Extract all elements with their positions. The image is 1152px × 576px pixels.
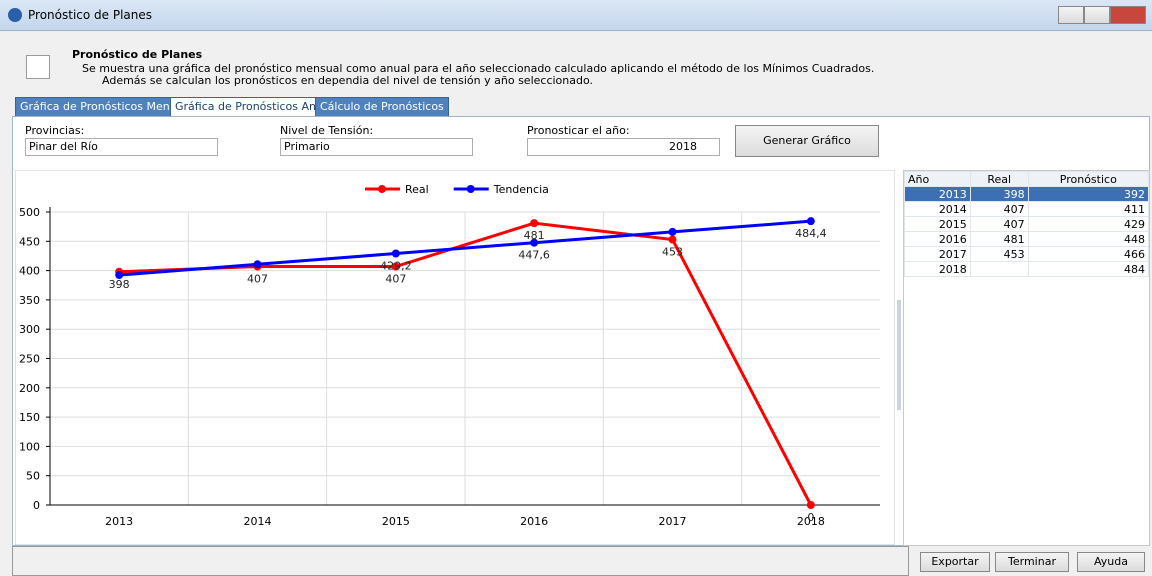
maximize[interactable]	[1084, 6, 1110, 24]
y-tick-label: 300	[19, 323, 40, 336]
x-tick-label: 2016	[520, 515, 548, 528]
cell: 392	[1027, 186, 1150, 202]
export-button[interactable]: Exportar	[920, 552, 990, 572]
help-button[interactable]: Ayuda	[1077, 552, 1145, 572]
y-tick-label: 400	[19, 265, 40, 278]
point	[530, 238, 539, 247]
cell: 481	[969, 231, 1029, 247]
legend-marker	[378, 185, 386, 193]
table-row[interactable]: 2017 453 466	[904, 246, 1150, 262]
tab[interactable]: Cálculo de Pronósticos	[315, 97, 449, 117]
tab[interactable]: Gráfica de Pronósticos Anual	[170, 97, 338, 118]
status-bar	[12, 546, 909, 576]
series-line	[119, 219, 811, 277]
close[interactable]	[1110, 6, 1146, 24]
point	[668, 227, 677, 236]
filter-label: Provincias:	[25, 124, 85, 137]
legend-label: Tendencia	[493, 183, 549, 196]
point	[391, 249, 400, 258]
y-tick-label: 100	[19, 440, 40, 453]
combo[interactable]: Pinar del Río	[25, 138, 218, 156]
chart: 0 50 100 150 200 250 300 350 400 450 500 2013 2014 20…	[15, 170, 895, 545]
data-label: 407	[247, 272, 268, 285]
cell: 2013	[904, 186, 971, 202]
cell: 2017	[904, 246, 971, 262]
cell: 466	[1027, 246, 1150, 262]
cell: 398	[969, 186, 1029, 202]
data-table: Año Real Pronóstico 2013 398 392 2014 407 411 201…	[904, 171, 1150, 277]
x-tick-label: 2014	[244, 515, 272, 528]
cell: 2014	[904, 201, 971, 217]
point	[115, 271, 124, 280]
y-tick-label: 50	[26, 470, 40, 483]
column-header: Real	[969, 171, 1029, 187]
exit-button[interactable]: Terminar	[995, 552, 1069, 572]
data-label: 484,4	[795, 227, 827, 240]
cell: 453	[969, 246, 1029, 262]
y-tick-label: 150	[19, 411, 40, 424]
column-header: Año	[904, 171, 971, 187]
y-tick-label: 500	[19, 206, 40, 219]
legend-label: Real	[405, 183, 429, 196]
cell: 484	[1027, 261, 1150, 277]
column-header: Pronóstico	[1027, 171, 1150, 187]
table-row[interactable]: 2014 407 411	[904, 201, 1150, 217]
cell: 407	[969, 216, 1029, 232]
title-bar: Pronóstico de Planes	[0, 0, 1152, 31]
point	[806, 217, 815, 226]
filter-label: Pronosticar el año:	[527, 124, 630, 137]
header-row: Año Real Pronóstico	[904, 171, 1150, 187]
table-row[interactable]: 2016 481 448	[904, 231, 1150, 247]
cell: 407	[969, 201, 1029, 217]
header-line: Además se calculan los pronósticos en de…	[102, 74, 594, 87]
minimize[interactable]	[1058, 6, 1084, 24]
chart-frame	[15, 170, 895, 545]
combo[interactable]: 2018	[527, 138, 720, 156]
x-tick-label: 2013	[105, 515, 133, 528]
cell: 411	[1027, 201, 1150, 217]
app-icon	[8, 8, 22, 22]
data-label: 481	[524, 229, 545, 242]
point	[391, 262, 400, 271]
header-title: Pronóstico de Planes	[72, 48, 203, 61]
combo[interactable]: Primario	[280, 138, 473, 156]
cell: 2015	[904, 216, 971, 232]
y-tick-label: 0	[33, 499, 40, 512]
data-label: 453	[662, 246, 683, 259]
filter-label: Nivel de Tensión:	[280, 124, 374, 137]
x-tick-label: 2017	[659, 515, 687, 528]
table-row[interactable]: 2018 484	[904, 261, 1150, 277]
table-row[interactable]: 2015 407 429	[904, 216, 1150, 232]
data-label: 447,6	[518, 249, 550, 262]
data-label: 0	[807, 511, 814, 524]
table-row[interactable]: 2013 398 392	[904, 186, 1150, 202]
splitter[interactable]	[897, 300, 901, 410]
point	[806, 501, 815, 509]
point	[530, 219, 539, 228]
cell: 448	[1027, 231, 1150, 247]
x-tick-label: 2018	[797, 515, 825, 528]
y-tick-label: 250	[19, 353, 40, 366]
point	[253, 260, 262, 269]
window-title: Pronóstico de Planes	[28, 8, 153, 22]
y-tick-label: 350	[19, 294, 40, 307]
cell: 2018	[904, 261, 971, 277]
data-label: 429,2	[380, 259, 412, 272]
header-line: Se muestra una gráfica del pronóstico me…	[82, 62, 875, 75]
header-icon	[26, 55, 50, 79]
y-tick-label: 200	[19, 382, 40, 395]
data-label: 407	[385, 272, 406, 285]
cell: 2016	[904, 231, 971, 247]
cell	[969, 261, 1029, 277]
y-tick-label: 450	[19, 235, 40, 248]
x-tick-label: 2015	[382, 515, 410, 528]
cell: 429	[1027, 216, 1150, 232]
table-panel: Año Real Pronóstico 2013 398 392 2014 407 411 201…	[903, 170, 1150, 546]
generate-button[interactable]: Generar Gráfico	[735, 125, 879, 157]
data-label: 398	[109, 278, 130, 291]
point	[668, 235, 677, 244]
legend-marker	[466, 185, 475, 193]
